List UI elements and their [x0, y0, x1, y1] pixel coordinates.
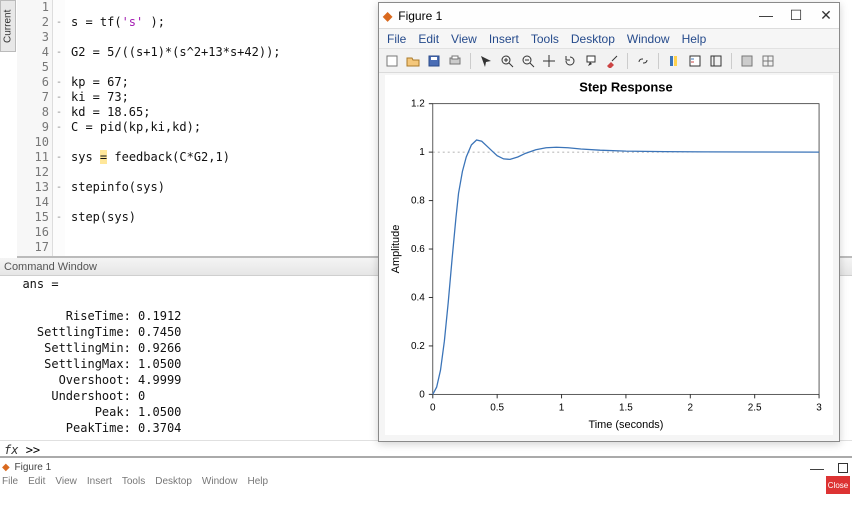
- figure-menubar: File Edit View Insert Tools Desktop Window Help: [379, 29, 839, 49]
- toolbar-grid-button[interactable]: [759, 52, 777, 70]
- svg-text:0: 0: [430, 402, 436, 413]
- current-folder-tab[interactable]: Current: [0, 0, 16, 52]
- toolbar-arrow-button[interactable]: [477, 52, 495, 70]
- toolbar-insert-button[interactable]: [707, 52, 725, 70]
- toolbar-brush-button[interactable]: [603, 52, 621, 70]
- matlab-icon: ◆: [2, 462, 10, 473]
- toolbar-save-button[interactable]: [425, 52, 443, 70]
- figure-menu-help[interactable]: Help: [682, 32, 707, 46]
- footer-menu-edit[interactable]: Edit: [28, 476, 45, 487]
- toolbar-legend-button[interactable]: [686, 52, 704, 70]
- svg-text:0.2: 0.2: [411, 341, 425, 352]
- svg-text:1: 1: [419, 147, 425, 158]
- figure-titlebar[interactable]: ◆ Figure 1 — ☐ ✕: [379, 3, 839, 29]
- command-prompt[interactable]: fx >>: [0, 440, 852, 458]
- figure-title-text: Figure 1: [398, 9, 442, 23]
- toolbar-new-button[interactable]: [383, 52, 401, 70]
- figure-toolbar: [379, 49, 839, 73]
- footer-menu-tools[interactable]: Tools: [122, 476, 145, 487]
- svg-text:0: 0: [419, 389, 425, 400]
- svg-text:0.5: 0.5: [490, 402, 504, 413]
- maximize-button[interactable]: ☐: [787, 7, 805, 24]
- footer-menubar: File Edit View Insert Tools Desktop Window Help: [2, 476, 268, 487]
- toolbar-link-button[interactable]: [634, 52, 652, 70]
- footer-menu-desktop[interactable]: Desktop: [155, 476, 192, 487]
- matlab-icon: ◆: [383, 9, 392, 23]
- figure-menu-window[interactable]: Window: [627, 32, 670, 46]
- close-button[interactable]: ✕: [817, 7, 835, 24]
- svg-text:2: 2: [688, 402, 694, 413]
- figure-menu-insert[interactable]: Insert: [489, 32, 519, 46]
- figure-menu-tools[interactable]: Tools: [531, 32, 559, 46]
- footer-figure-tab[interactable]: ◆ Figure 1: [2, 462, 51, 473]
- svg-text:Amplitude: Amplitude: [390, 225, 402, 274]
- close-tooltip: Close: [826, 476, 850, 494]
- line-number-gutter: 1234567891011121314151617: [17, 0, 53, 256]
- figure-menu-desktop[interactable]: Desktop: [571, 32, 615, 46]
- svg-text:Time (seconds): Time (seconds): [588, 419, 663, 431]
- svg-text:2.5: 2.5: [748, 402, 762, 413]
- footer-menu-insert[interactable]: Insert: [87, 476, 112, 487]
- svg-text:0.6: 0.6: [411, 244, 425, 255]
- footer-maximize-icon[interactable]: [838, 463, 848, 473]
- footer-menu-window[interactable]: Window: [202, 476, 238, 487]
- minimize-button[interactable]: —: [757, 7, 775, 24]
- svg-text:1.2: 1.2: [411, 99, 425, 110]
- footer-minimize-icon[interactable]: —: [810, 460, 824, 476]
- toolbar-rotate-button[interactable]: [561, 52, 579, 70]
- footer-menu-help[interactable]: Help: [248, 476, 269, 487]
- footer-menu-view[interactable]: View: [55, 476, 77, 487]
- toolbar-open-button[interactable]: [404, 52, 422, 70]
- toolbar-zoom-out-button[interactable]: [519, 52, 537, 70]
- toolbar-zoom-in-button[interactable]: [498, 52, 516, 70]
- svg-text:3: 3: [816, 402, 822, 413]
- svg-text:1: 1: [559, 402, 565, 413]
- fold-column: - - ---- - - -: [53, 0, 65, 256]
- figure-menu-edit[interactable]: Edit: [418, 32, 439, 46]
- svg-text:0.8: 0.8: [411, 196, 425, 207]
- fx-icon: fx: [4, 443, 18, 457]
- figure-menu-view[interactable]: View: [451, 32, 477, 46]
- toolbar-pan-button[interactable]: [540, 52, 558, 70]
- footer-figure-label: Figure 1: [14, 462, 51, 473]
- svg-text:0.4: 0.4: [411, 292, 425, 303]
- toolbar-axes-button[interactable]: [738, 52, 756, 70]
- svg-text:Step Response: Step Response: [579, 80, 672, 95]
- toolbar-datatip-button[interactable]: [582, 52, 600, 70]
- plot-area: Step Response 0 0.5 1 1.5 2 2.5 3 0 0.2 0.4 0.6 0.8 1…: [385, 75, 833, 435]
- svg-text:1.5: 1.5: [619, 402, 633, 413]
- figure-menu-file[interactable]: File: [387, 32, 406, 46]
- toolbar-print-button[interactable]: [446, 52, 464, 70]
- prompt-chars: >>: [26, 443, 40, 457]
- footer-window-controls: —: [810, 460, 848, 476]
- figure-window: ◆ Figure 1 — ☐ ✕ File Edit View Insert Tools…: [378, 2, 840, 442]
- toolbar-colorbar-button[interactable]: [665, 52, 683, 70]
- footer-menu-file[interactable]: File: [2, 476, 18, 487]
